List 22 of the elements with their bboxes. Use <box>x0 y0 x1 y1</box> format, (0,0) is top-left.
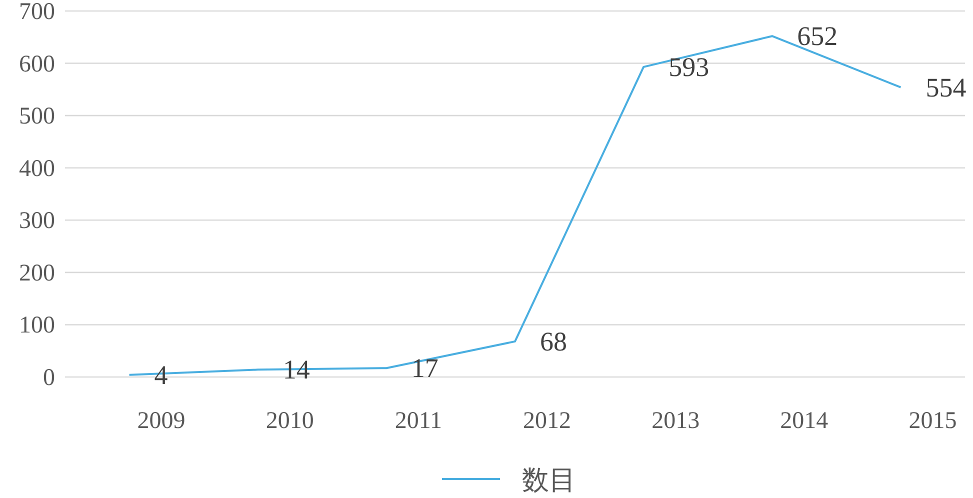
y-tick-label: 100 <box>19 312 55 339</box>
y-tick-label: 700 <box>19 0 55 25</box>
x-tick-label: 2009 <box>137 408 186 434</box>
legend: 数目 <box>442 465 576 496</box>
x-tick-label: 2010 <box>266 408 314 434</box>
data-label: 593 <box>668 52 710 82</box>
data-label: 17 <box>411 353 438 384</box>
x-tick-label: 2013 <box>652 408 700 434</box>
x-tick-label: 2012 <box>523 408 571 434</box>
y-tick-label: 200 <box>19 260 55 286</box>
y-tick-label: 600 <box>19 51 55 78</box>
x-tick-label: 2011 <box>394 408 442 434</box>
legend-label: 数目 <box>522 465 576 496</box>
y-tick-label: 300 <box>19 208 55 234</box>
y-tick-label: 0 <box>43 365 55 391</box>
data-label: 652 <box>797 21 838 52</box>
y-tick-label: 500 <box>19 104 55 130</box>
x-tick-label: 2014 <box>780 408 828 434</box>
y-tick-label: 400 <box>19 156 55 182</box>
data-label: 554 <box>926 72 967 102</box>
x-tick-label: 2015 <box>908 408 957 434</box>
data-label: 68 <box>540 326 567 356</box>
